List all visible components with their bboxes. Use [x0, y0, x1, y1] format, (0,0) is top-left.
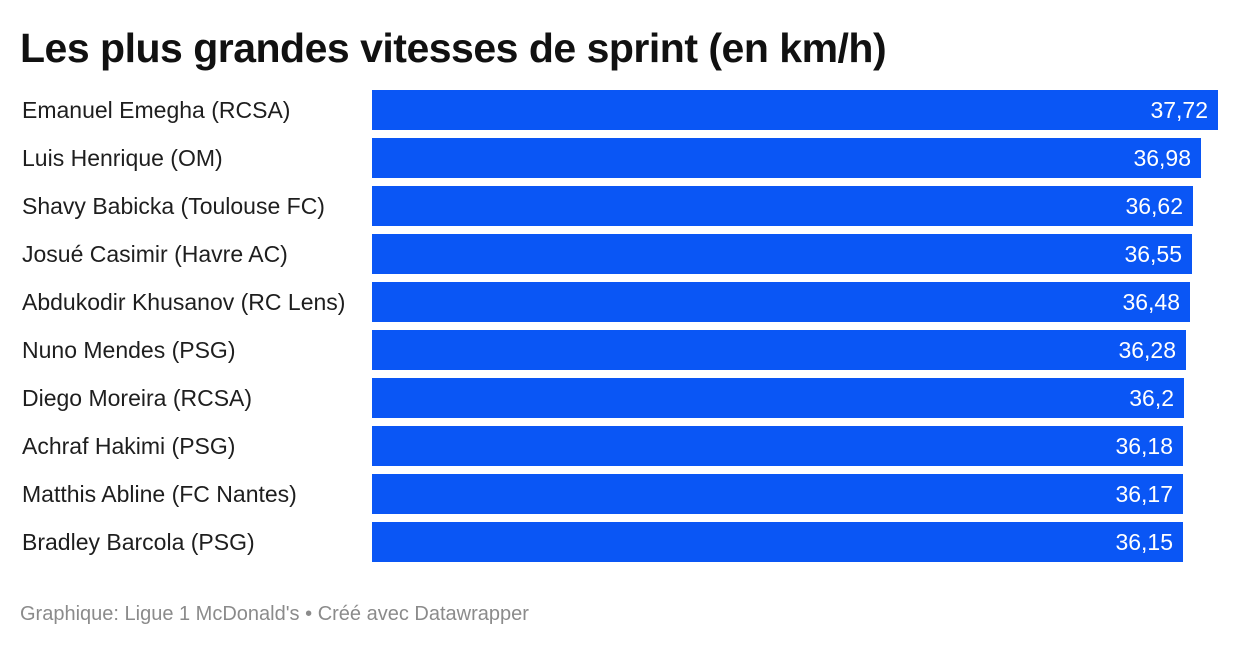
bar-row: Nuno Mendes (PSG) 36,28 — [0, 330, 1240, 370]
bar[interactable]: 36,55 — [372, 234, 1192, 274]
data-label: 36,62 — [1125, 193, 1183, 219]
bar[interactable]: 36,2 — [372, 378, 1184, 418]
bar[interactable]: 36,15 — [372, 522, 1183, 562]
footer-separator: • — [305, 603, 313, 625]
bar-row: Abdukodir Khusanov (RC Lens) 36,48 — [0, 282, 1240, 322]
bar-row: Matthis Abline (FC Nantes) 36,17 — [0, 474, 1240, 514]
data-label: 36,2 — [1129, 385, 1174, 411]
bar[interactable]: 36,62 — [372, 186, 1193, 226]
bar-row: Achraf Hakimi (PSG) 36,18 — [0, 426, 1240, 466]
bar[interactable]: 36,17 — [372, 474, 1183, 514]
bar[interactable]: 36,18 — [372, 426, 1183, 466]
category-label: Luis Henrique (OM) — [22, 145, 223, 171]
category-label: Matthis Abline (FC Nantes) — [22, 481, 297, 507]
category-label: Emanuel Emegha (RCSA) — [22, 97, 291, 123]
chart-footer: Graphique: Ligue 1 McDonald's • Créé ave… — [20, 600, 529, 628]
category-label: Achraf Hakimi (PSG) — [22, 433, 236, 459]
category-label: Nuno Mendes (PSG) — [22, 337, 236, 363]
data-label: 36,48 — [1122, 289, 1180, 315]
bar-row: Luis Henrique (OM) 36,98 — [0, 138, 1240, 178]
category-label: Abdukodir Khusanov (RC Lens) — [22, 289, 346, 315]
category-label: Shavy Babicka (Toulouse FC) — [22, 193, 325, 219]
data-label: 37,72 — [1150, 97, 1208, 123]
data-label: 36,55 — [1124, 241, 1182, 267]
credit-link[interactable]: Créé avec Datawrapper — [317, 603, 529, 625]
data-label: 36,98 — [1133, 145, 1191, 171]
bar-row: Emanuel Emegha (RCSA) 37,72 — [0, 90, 1240, 130]
data-label: 36,18 — [1115, 433, 1173, 459]
bar-row: Josué Casimir (Havre AC) 36,55 — [0, 234, 1240, 274]
source-note: Graphique: Ligue 1 McDonald's — [20, 603, 300, 625]
data-label: 36,15 — [1115, 529, 1173, 555]
bar[interactable]: 36,48 — [372, 282, 1190, 322]
bar-row: Diego Moreira (RCSA) 36,2 — [0, 378, 1240, 418]
bar-row: Bradley Barcola (PSG) 36,15 — [0, 522, 1240, 562]
bar-row: Shavy Babicka (Toulouse FC) 36,62 — [0, 186, 1240, 226]
bar[interactable]: 37,72 — [372, 90, 1218, 130]
category-label: Bradley Barcola (PSG) — [22, 529, 255, 555]
category-label: Diego Moreira (RCSA) — [22, 385, 253, 411]
data-label: 36,17 — [1115, 481, 1173, 507]
category-label: Josué Casimir (Havre AC) — [22, 241, 288, 267]
bar[interactable]: 36,28 — [372, 330, 1186, 370]
chart-title: Les plus grandes vitesses de sprint (en … — [20, 25, 887, 71]
data-label: 36,28 — [1118, 337, 1176, 363]
bar[interactable]: 36,98 — [372, 138, 1201, 178]
